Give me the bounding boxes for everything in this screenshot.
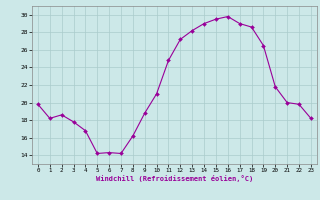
X-axis label: Windchill (Refroidissement éolien,°C): Windchill (Refroidissement éolien,°C): [96, 175, 253, 182]
